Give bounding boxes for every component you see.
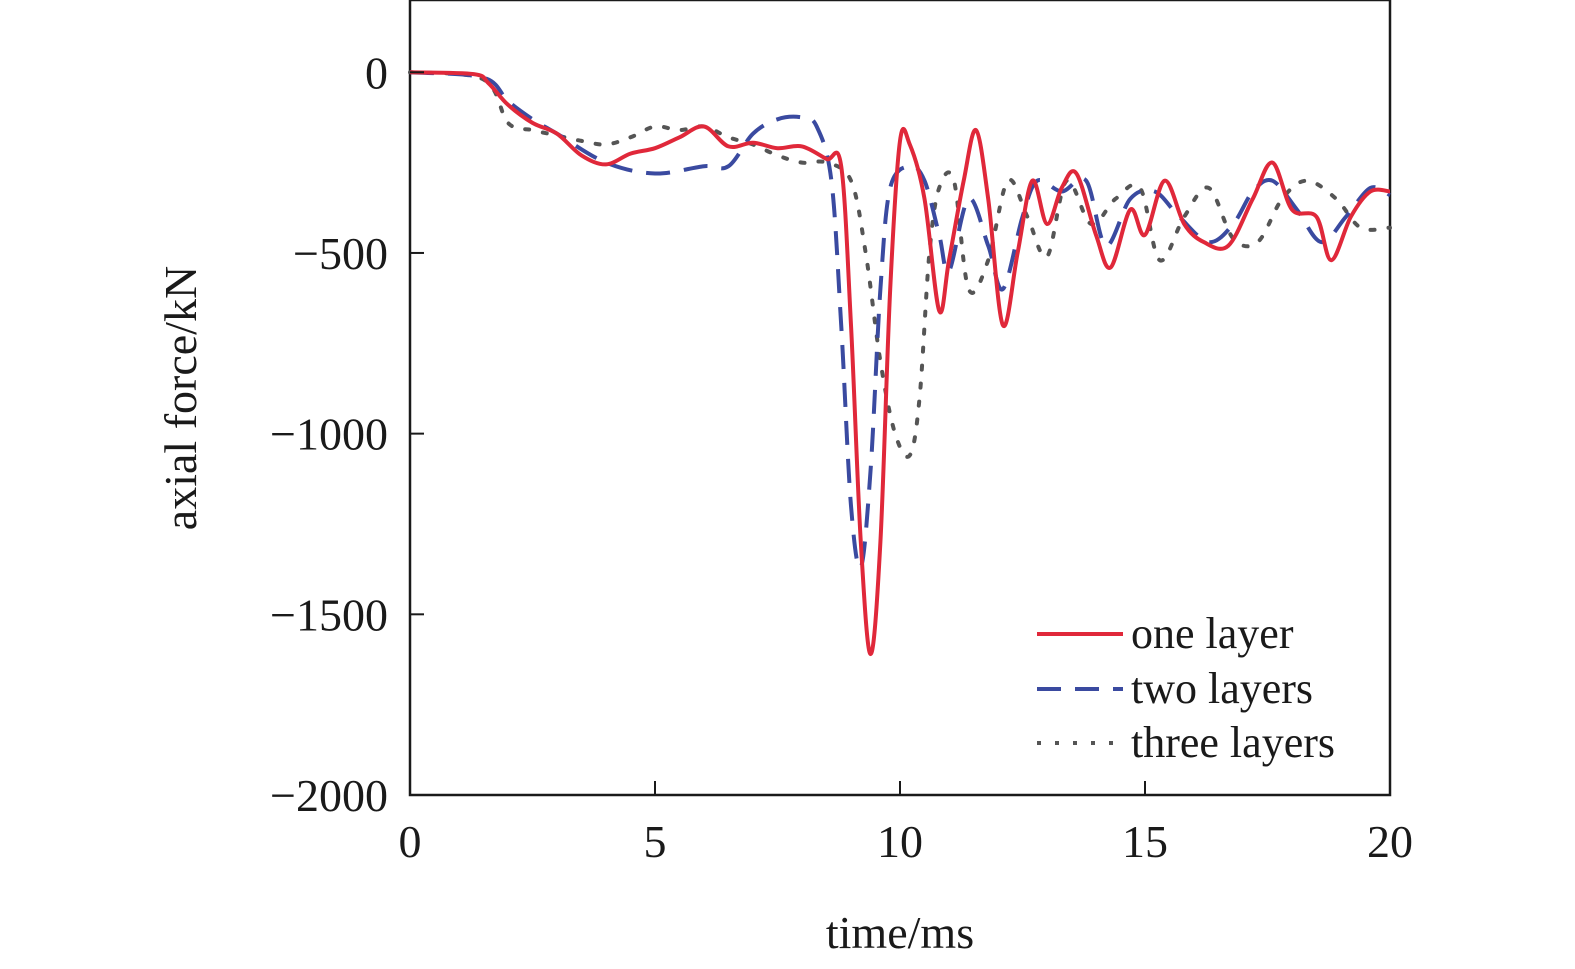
x-tick-label: 15: [1122, 816, 1168, 867]
legend-label-three-layers: three layers: [1131, 718, 1335, 767]
series-line-three-layers: [408, 70, 1392, 459]
y-tick-label: −1000: [270, 409, 388, 460]
y-tick-label: −500: [293, 228, 388, 279]
y-tick-label: −1500: [270, 589, 388, 640]
x-tick-label: 10: [877, 816, 923, 867]
series-lines: [408, 70, 1392, 657]
x-tick-label: 0: [399, 816, 422, 867]
series-line-two-layers: [409, 70, 1391, 571]
axis-ticks: 0 5 10 15 20 0 −500 −1000 −1500 −2000: [270, 47, 1413, 867]
x-axis-title: time/ms: [826, 907, 974, 958]
y-axis-title: axial force/kN: [155, 266, 206, 530]
legend: one layer two layers three layers: [1037, 609, 1335, 767]
x-tick-label: 20: [1367, 816, 1413, 867]
legend-label-one-layer: one layer: [1131, 609, 1294, 658]
legend-label-two-layers: two layers: [1131, 664, 1313, 713]
series-line-one-layer: [409, 70, 1391, 657]
x-tick-label: 5: [644, 816, 667, 867]
y-tick-label: −2000: [270, 770, 388, 821]
y-tick-label: 0: [365, 47, 388, 98]
